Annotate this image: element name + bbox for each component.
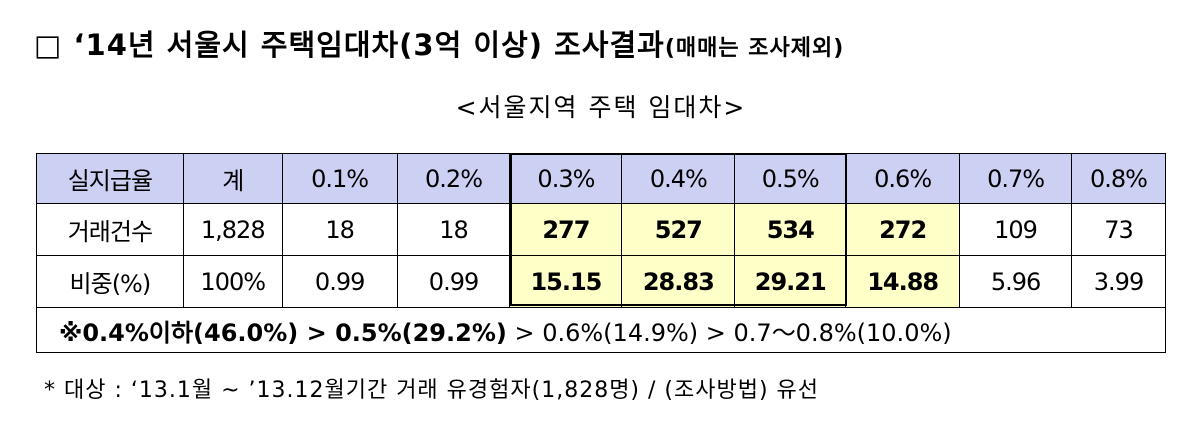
cell: 거래건수 bbox=[36, 203, 184, 256]
summary-normal: > 0.6%(14.9%) > 0.7～0.8%(10.0%) bbox=[506, 318, 952, 347]
cell: 14.88 bbox=[845, 255, 961, 308]
cell: 277 bbox=[509, 203, 623, 256]
header-row: 실지급율 계 0.1% 0.2% 0.3% 0.4% 0.5% 0.6% 0.7% 0.8% bbox=[36, 153, 1166, 204]
data-row: 거래건수 1,828 18 18 277 527 534 272 109 73 bbox=[36, 203, 1166, 256]
cell: 109 bbox=[959, 203, 1072, 256]
table: 실지급율 계 0.1% 0.2% 0.3% 0.4% 0.5% 0.6% 0.7% 0.8% 거래건… bbox=[36, 153, 1166, 353]
subtitle: <서울지역 주택 임대차> bbox=[455, 93, 747, 122]
title-main: □ ‘14년 서울시 주택임대차(3억 이상) 조사결과 bbox=[34, 28, 665, 62]
summary-bold: ※0.4%이하(46.0%) > 0.5%(29.2%) bbox=[59, 318, 507, 347]
header-cell: 0.4% bbox=[621, 153, 736, 204]
cell: 0.99 bbox=[396, 255, 511, 308]
cell: 29.21 bbox=[734, 255, 847, 308]
cell: 5.96 bbox=[959, 255, 1072, 308]
cell: 15.15 bbox=[509, 255, 623, 308]
header-cell: 0.8% bbox=[1071, 153, 1166, 204]
header-cell: 0.2% bbox=[396, 153, 511, 204]
cell: 18 bbox=[396, 203, 511, 256]
header-cell: 계 bbox=[182, 153, 283, 204]
cell: 534 bbox=[734, 203, 847, 256]
header-cell: 0.7% bbox=[959, 153, 1072, 204]
data-row: 비중(%) 100% 0.99 0.99 15.15 28.83 29.21 14.88 5.9… bbox=[36, 255, 1166, 308]
cell: 527 bbox=[621, 203, 736, 256]
summary-row: ※0.4%이하(46.0%) > 0.5%(29.2%) > 0.6%(14.9… bbox=[36, 307, 1166, 353]
cell: 28.83 bbox=[621, 255, 736, 308]
header-cell: 0.6% bbox=[845, 153, 961, 204]
cell: 73 bbox=[1071, 203, 1166, 256]
cell: 18 bbox=[281, 203, 398, 256]
footnote: * 대상 : ‘13.1월 ~ ’13.12월기간 거래 유경험자(1,828명… bbox=[44, 378, 820, 403]
cell: 0.99 bbox=[281, 255, 398, 308]
cell: 1,828 bbox=[182, 203, 283, 256]
cell: 비중(%) bbox=[36, 255, 184, 308]
title: □ ‘14년 서울시 주택임대차(3억 이상) 조사결과(매매는 조사제외) bbox=[34, 22, 844, 64]
title-note: (매매는 조사제외) bbox=[664, 36, 845, 61]
header-cell: 실지급율 bbox=[36, 153, 184, 204]
header-cell: 0.5% bbox=[734, 153, 847, 204]
cell: 3.99 bbox=[1071, 255, 1166, 308]
header-cell: 0.1% bbox=[281, 153, 398, 204]
summary-cell: ※0.4%이하(46.0%) > 0.5%(29.2%) > 0.6%(14.9… bbox=[36, 307, 1166, 353]
header-cell: 0.3% bbox=[509, 153, 623, 204]
cell: 100% bbox=[182, 255, 283, 308]
cell: 272 bbox=[845, 203, 961, 256]
